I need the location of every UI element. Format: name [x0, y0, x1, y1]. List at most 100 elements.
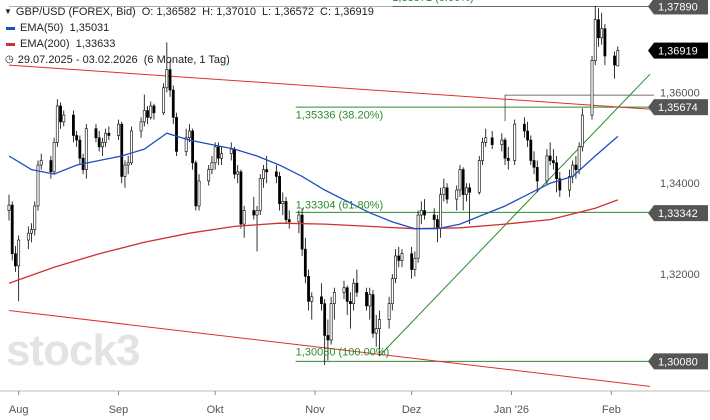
candle-body [461, 169, 465, 195]
candle-body [332, 291, 336, 304]
candle-body [242, 210, 246, 225]
candle-body [400, 253, 404, 261]
candle-body [36, 164, 40, 207]
candle-body [184, 137, 188, 152]
candle-body [423, 210, 426, 216]
candle-body [162, 87, 166, 114]
candle-body [187, 130, 191, 139]
candle-body [26, 232, 30, 241]
close-label: C: [320, 6, 332, 18]
low-label: L: [262, 6, 272, 18]
price-tag-label: 1,33342 [658, 208, 698, 220]
candle-body [323, 303, 327, 336]
candle-body [281, 201, 285, 204]
instrument-name: GBP/USD (FOREX, Bid) [15, 6, 136, 18]
price-tag-pointer [648, 0, 654, 15]
legend-ema200-row: EMA(200) 1,33633 [4, 36, 374, 52]
x-tick-label: Nov [305, 404, 325, 416]
candle-body [532, 160, 536, 168]
candle-body [590, 60, 594, 116]
candle-body [274, 171, 278, 177]
open-label: O: [141, 6, 154, 18]
candle-body [442, 187, 446, 195]
date-range: 29.07.2025 - 03.02.2026 [17, 54, 138, 66]
candle-body [197, 180, 201, 207]
y-tick-label: 1,32000 [660, 269, 700, 281]
candle-body [303, 248, 307, 277]
candle-body [555, 162, 558, 179]
candle-body [104, 132, 108, 143]
candle-body [616, 50, 620, 67]
x-tick-label: Aug [9, 404, 29, 416]
price-tag [654, 353, 708, 370]
candle-body [368, 294, 372, 307]
candle-body [62, 114, 66, 123]
candle-body [84, 128, 88, 170]
candle-body [126, 162, 130, 166]
candle-body [439, 194, 443, 229]
candle-body [142, 110, 146, 123]
candle-body [506, 157, 510, 161]
candle-body [345, 287, 349, 302]
candle-body [265, 169, 269, 173]
candle-body [410, 253, 414, 270]
candle-body [481, 142, 484, 161]
candle-body [500, 139, 504, 145]
candle-body [310, 296, 314, 302]
candle-body [613, 55, 616, 66]
candle-body [568, 176, 571, 191]
candle-body [548, 155, 552, 161]
price-tag-pointer [648, 99, 654, 116]
low-value: 1,36572 [274, 6, 315, 18]
candle-body [146, 110, 149, 118]
candle-body [355, 282, 359, 293]
candle-body [326, 335, 330, 341]
chevron-down-icon[interactable]: ▼ [4, 7, 12, 16]
fib-label: 1,35336 (38.20%) [296, 109, 383, 121]
candle-body [371, 294, 375, 334]
candle-body [300, 214, 304, 250]
candle-body [17, 239, 21, 267]
price-tag-label: 1,37890 [658, 1, 698, 13]
candle-body [207, 169, 211, 182]
candle-body [390, 278, 394, 304]
candle-body [320, 296, 323, 304]
candle-body [252, 210, 256, 216]
candle-body [258, 178, 262, 211]
candle-body [545, 155, 549, 182]
candle-body [216, 146, 220, 159]
candle-body [284, 201, 288, 220]
candle-body [117, 123, 120, 136]
candle-body [297, 214, 301, 223]
candle-body [52, 142, 56, 173]
price-tag [654, 42, 708, 59]
candle-body [97, 137, 101, 148]
price-tag-label: 1,36919 [658, 46, 698, 58]
legend-instrument-row: ▼ GBP/USD (FOREX, Bid) O: 1,36582 H: 1,3… [4, 4, 374, 20]
candle-body [236, 171, 240, 175]
candle-body [436, 219, 439, 229]
candle-body [526, 130, 529, 141]
candle-body [49, 160, 53, 173]
candle-body [413, 257, 417, 270]
candle-body [75, 135, 79, 141]
x-tick-label: Dez [402, 404, 422, 416]
candle-body [597, 19, 600, 39]
ema50-label: EMA(50) [20, 22, 64, 34]
price-tag [654, 99, 708, 116]
candle-body [171, 89, 175, 118]
uptrend-trendline [379, 73, 651, 357]
history-icon[interactable]: ◷ [5, 54, 14, 65]
chart-overlays [8, 5, 654, 387]
candle-body [107, 132, 111, 136]
candle-body [239, 171, 243, 225]
y-tick-label: 1,34000 [660, 178, 700, 190]
candle-body [59, 105, 62, 123]
candle-body [464, 187, 468, 195]
ema200-value: 1,33633 [75, 38, 116, 50]
candle-body [558, 178, 562, 191]
x-tick-label: Jan '26 [494, 404, 529, 416]
ema50-line [8, 132, 619, 230]
